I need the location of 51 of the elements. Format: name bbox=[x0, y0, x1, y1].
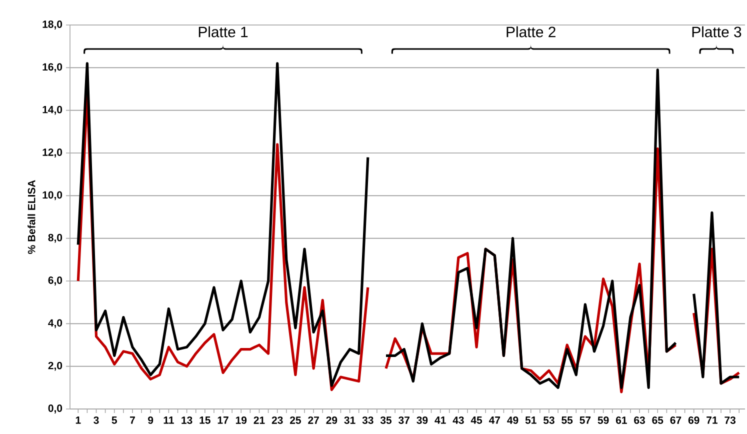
y-tick-label: 6,0 bbox=[48, 276, 62, 286]
x-tick-label: 43 bbox=[452, 416, 464, 424]
x-tick-label: 23 bbox=[272, 416, 283, 424]
x-tick-label: 5 bbox=[112, 416, 117, 424]
x-tick-label: 11 bbox=[164, 416, 174, 424]
x-tick-label: 17 bbox=[218, 416, 228, 424]
y-tick-label: 12,0 bbox=[42, 148, 62, 158]
x-tick-label: 37 bbox=[398, 416, 410, 424]
y-tick-label: 0,0 bbox=[48, 404, 62, 414]
x-tick-label: 31 bbox=[344, 416, 356, 424]
x-tick-label: 71 bbox=[706, 416, 718, 424]
annotation: Platte 2 bbox=[506, 26, 556, 38]
x-tick-label: 3 bbox=[94, 416, 99, 424]
x-tick-label: 7 bbox=[130, 416, 135, 424]
y-tick-label: 2,0 bbox=[48, 362, 62, 371]
x-tick-label: 15 bbox=[200, 416, 210, 424]
x-tick-label: 33 bbox=[362, 416, 374, 424]
x-tick-label: 47 bbox=[488, 416, 500, 424]
annotation: Platte 1 bbox=[198, 26, 248, 38]
y-axis-title: % Befall ELISA bbox=[28, 180, 36, 254]
x-tick-label: 25 bbox=[290, 416, 301, 424]
y-tick-label: 4,0 bbox=[48, 319, 62, 328]
y-tick-label: 8,0 bbox=[48, 234, 62, 243]
x-tick-label: 65 bbox=[652, 416, 664, 424]
x-tick-label: 49 bbox=[507, 416, 518, 424]
x-tick-label: 27 bbox=[308, 416, 319, 424]
x-tick-label: 51 bbox=[525, 416, 536, 424]
x-tick-label: 13 bbox=[182, 416, 192, 424]
x-tick-label: 61 bbox=[616, 416, 627, 424]
x-tick-label: 19 bbox=[236, 416, 247, 424]
x-tick-label: 45 bbox=[470, 416, 482, 424]
x-tick-label: 73 bbox=[724, 416, 736, 424]
x-tick-label: 69 bbox=[688, 416, 700, 424]
x-tick-label: 29 bbox=[326, 416, 338, 424]
x-tick-label: 53 bbox=[543, 416, 554, 424]
x-tick-label: 9 bbox=[148, 416, 154, 424]
x-tick-label: 67 bbox=[670, 416, 682, 424]
x-tick-label: 57 bbox=[580, 416, 591, 424]
x-tick-label: 35 bbox=[380, 416, 392, 424]
x-tick-label: 1 bbox=[76, 416, 81, 424]
y-tick-label: 14,0 bbox=[42, 106, 62, 115]
annotation: Platte 3 bbox=[692, 26, 742, 38]
y-tick-label: 18,0 bbox=[42, 20, 62, 30]
y-tick-label: 16,0 bbox=[42, 63, 62, 72]
y-tick-label: 10,0 bbox=[42, 191, 62, 200]
x-tick-label: 63 bbox=[634, 416, 645, 424]
x-tick-label: 21 bbox=[254, 416, 265, 424]
x-tick-label: 41 bbox=[434, 416, 446, 424]
x-tick-label: 55 bbox=[562, 416, 573, 424]
x-tick-label: 59 bbox=[598, 416, 609, 424]
x-tick-label: 39 bbox=[416, 416, 428, 424]
